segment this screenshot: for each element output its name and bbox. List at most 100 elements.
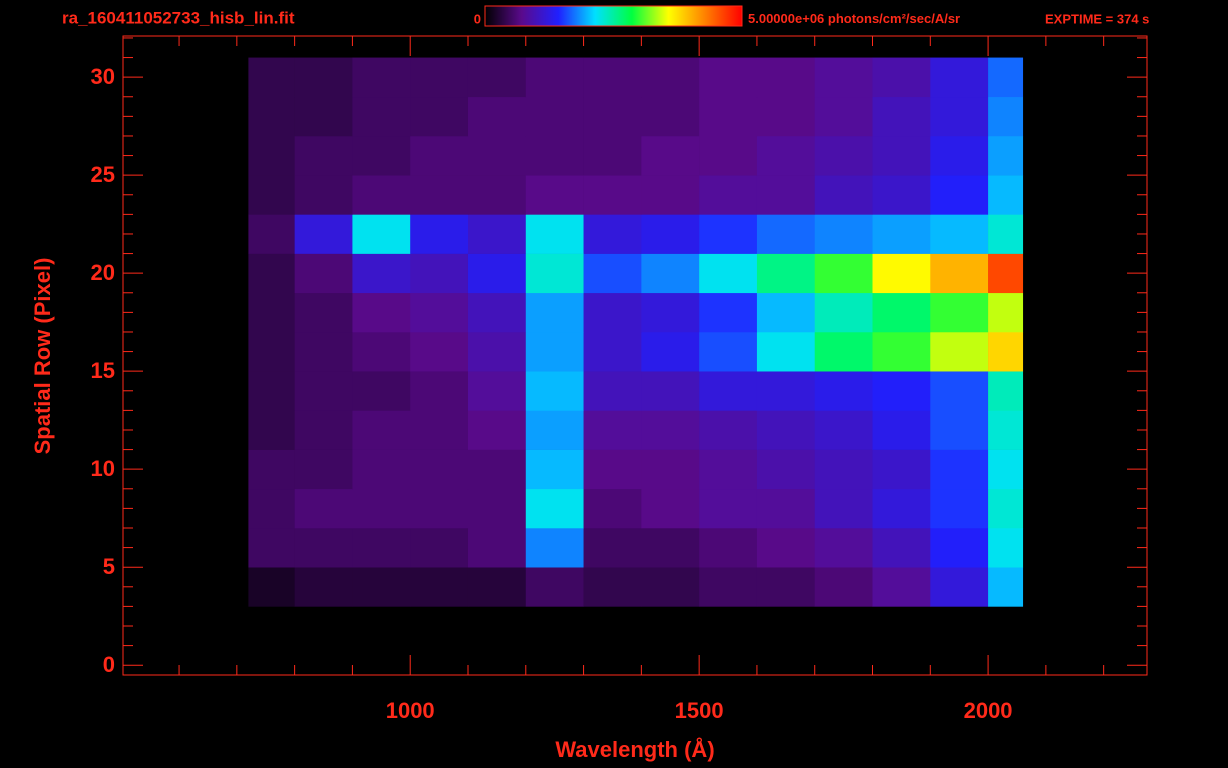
heatmap-cell [699,96,758,137]
heatmap-cell [872,253,931,294]
heatmap-cell [872,371,931,411]
heatmap-cell [467,57,527,98]
heatmap-cell [988,214,1024,254]
heatmap-cell [583,331,642,372]
heatmap-cell [248,292,295,333]
heatmap-cell [641,292,700,333]
heatmap-cell [525,175,584,215]
heatmap-cell [988,527,1024,568]
heatmap-cell [814,135,873,176]
heatmap-cell [872,96,931,137]
heatmap-cell [467,96,527,137]
heatmap-cell [699,57,758,98]
x-tick-label: 2000 [964,698,1013,723]
heatmap-cell [756,96,816,137]
heatmap-cell [525,253,584,294]
heatmap-cell [525,292,584,333]
heatmap-cell [872,57,931,98]
x-tick-label: 1000 [386,698,435,723]
heatmap-cell [814,527,873,568]
heatmap-cell [988,292,1024,333]
heatmap-cell [525,567,584,607]
heatmap-cell [294,135,353,176]
heatmap-cell [699,371,758,411]
heatmap-cell [525,410,584,450]
heatmap-cell [930,567,989,607]
heatmap-cell [410,292,469,333]
heatmap-cell [756,371,816,411]
heatmap-cell [641,371,700,411]
heatmap-cell [988,371,1024,411]
heatmap-cell [756,410,816,450]
heatmap-cell [294,214,353,254]
heatmap-cell [699,292,758,333]
heatmap-cell [410,410,469,450]
heatmap-cell [583,527,642,568]
heatmap-cell [467,527,527,568]
heatmap-cell [988,488,1024,529]
heatmap-cell [525,331,584,372]
heatmap-cell [872,331,931,372]
y-axis-label: Spatial Row (Pixel) [30,258,55,455]
heatmap-cell [467,488,527,529]
y-tick-label: 30 [91,64,115,89]
heatmap-cell [352,253,411,294]
heatmap-cell [988,253,1024,294]
heatmap-cell [352,135,411,176]
heatmap-cell [294,96,353,137]
heatmap-cell [872,488,931,529]
heatmap-cell [294,567,353,607]
heatmap-cell [294,488,353,529]
heatmap-cell [699,527,758,568]
heatmap-cell [294,175,353,215]
heatmap-cell [930,57,989,98]
heatmap-cell [467,253,527,294]
heatmap-cell [988,567,1024,607]
heatmap-cell [294,57,353,98]
heatmap-cell [988,96,1024,137]
heatmap-cell [525,488,584,529]
heatmap-cell [988,410,1024,450]
heatmap-cell [410,57,469,98]
heatmap-cell [410,371,469,411]
heatmap-cell [756,135,816,176]
heatmap-cell [699,410,758,450]
heatmap-cell [930,331,989,372]
heatmap-cell [814,449,873,490]
plot-frame [122,35,1148,676]
heatmap-cell [248,488,295,529]
heatmap-cell [641,488,700,529]
heatmap-cell [641,253,700,294]
heatmap-cell [814,371,873,411]
exposure-label: EXPTIME = 374 s [1045,11,1149,26]
heatmap-cell [352,488,411,529]
heatmap-cell [352,214,411,254]
y-tick-label: 15 [91,358,115,383]
heatmap-cell [641,527,700,568]
heatmap-cell [583,253,642,294]
y-tick-label: 20 [91,260,115,285]
heatmap-cell [294,527,353,568]
heatmap-cell [756,527,816,568]
colorbar-tick-label: 5.00000e+06 photons/cm²/sec/A/sr [748,11,960,26]
heatmap-cell [410,135,469,176]
y-tick-label: 5 [103,554,115,579]
heatmap-cell [583,57,642,98]
heatmap-cell [756,488,816,529]
colorbar-tick-label: 0 [474,11,481,26]
heatmap-cell [410,253,469,294]
heatmap-cell [872,135,931,176]
heatmap-cell [294,371,353,411]
y-tick-label: 10 [91,456,115,481]
heatmap-cell [756,331,816,372]
heatmap-cell [294,410,353,450]
heatmap-cell [583,371,642,411]
heatmap-cell [410,96,469,137]
heatmap-cell [988,449,1024,490]
heatmap-cell [467,175,527,215]
heatmap-cell [525,135,584,176]
heatmap-cell [872,214,931,254]
heatmap-cell [699,331,758,372]
heatmap-cell [352,175,411,215]
heatmap-cell [352,371,411,411]
